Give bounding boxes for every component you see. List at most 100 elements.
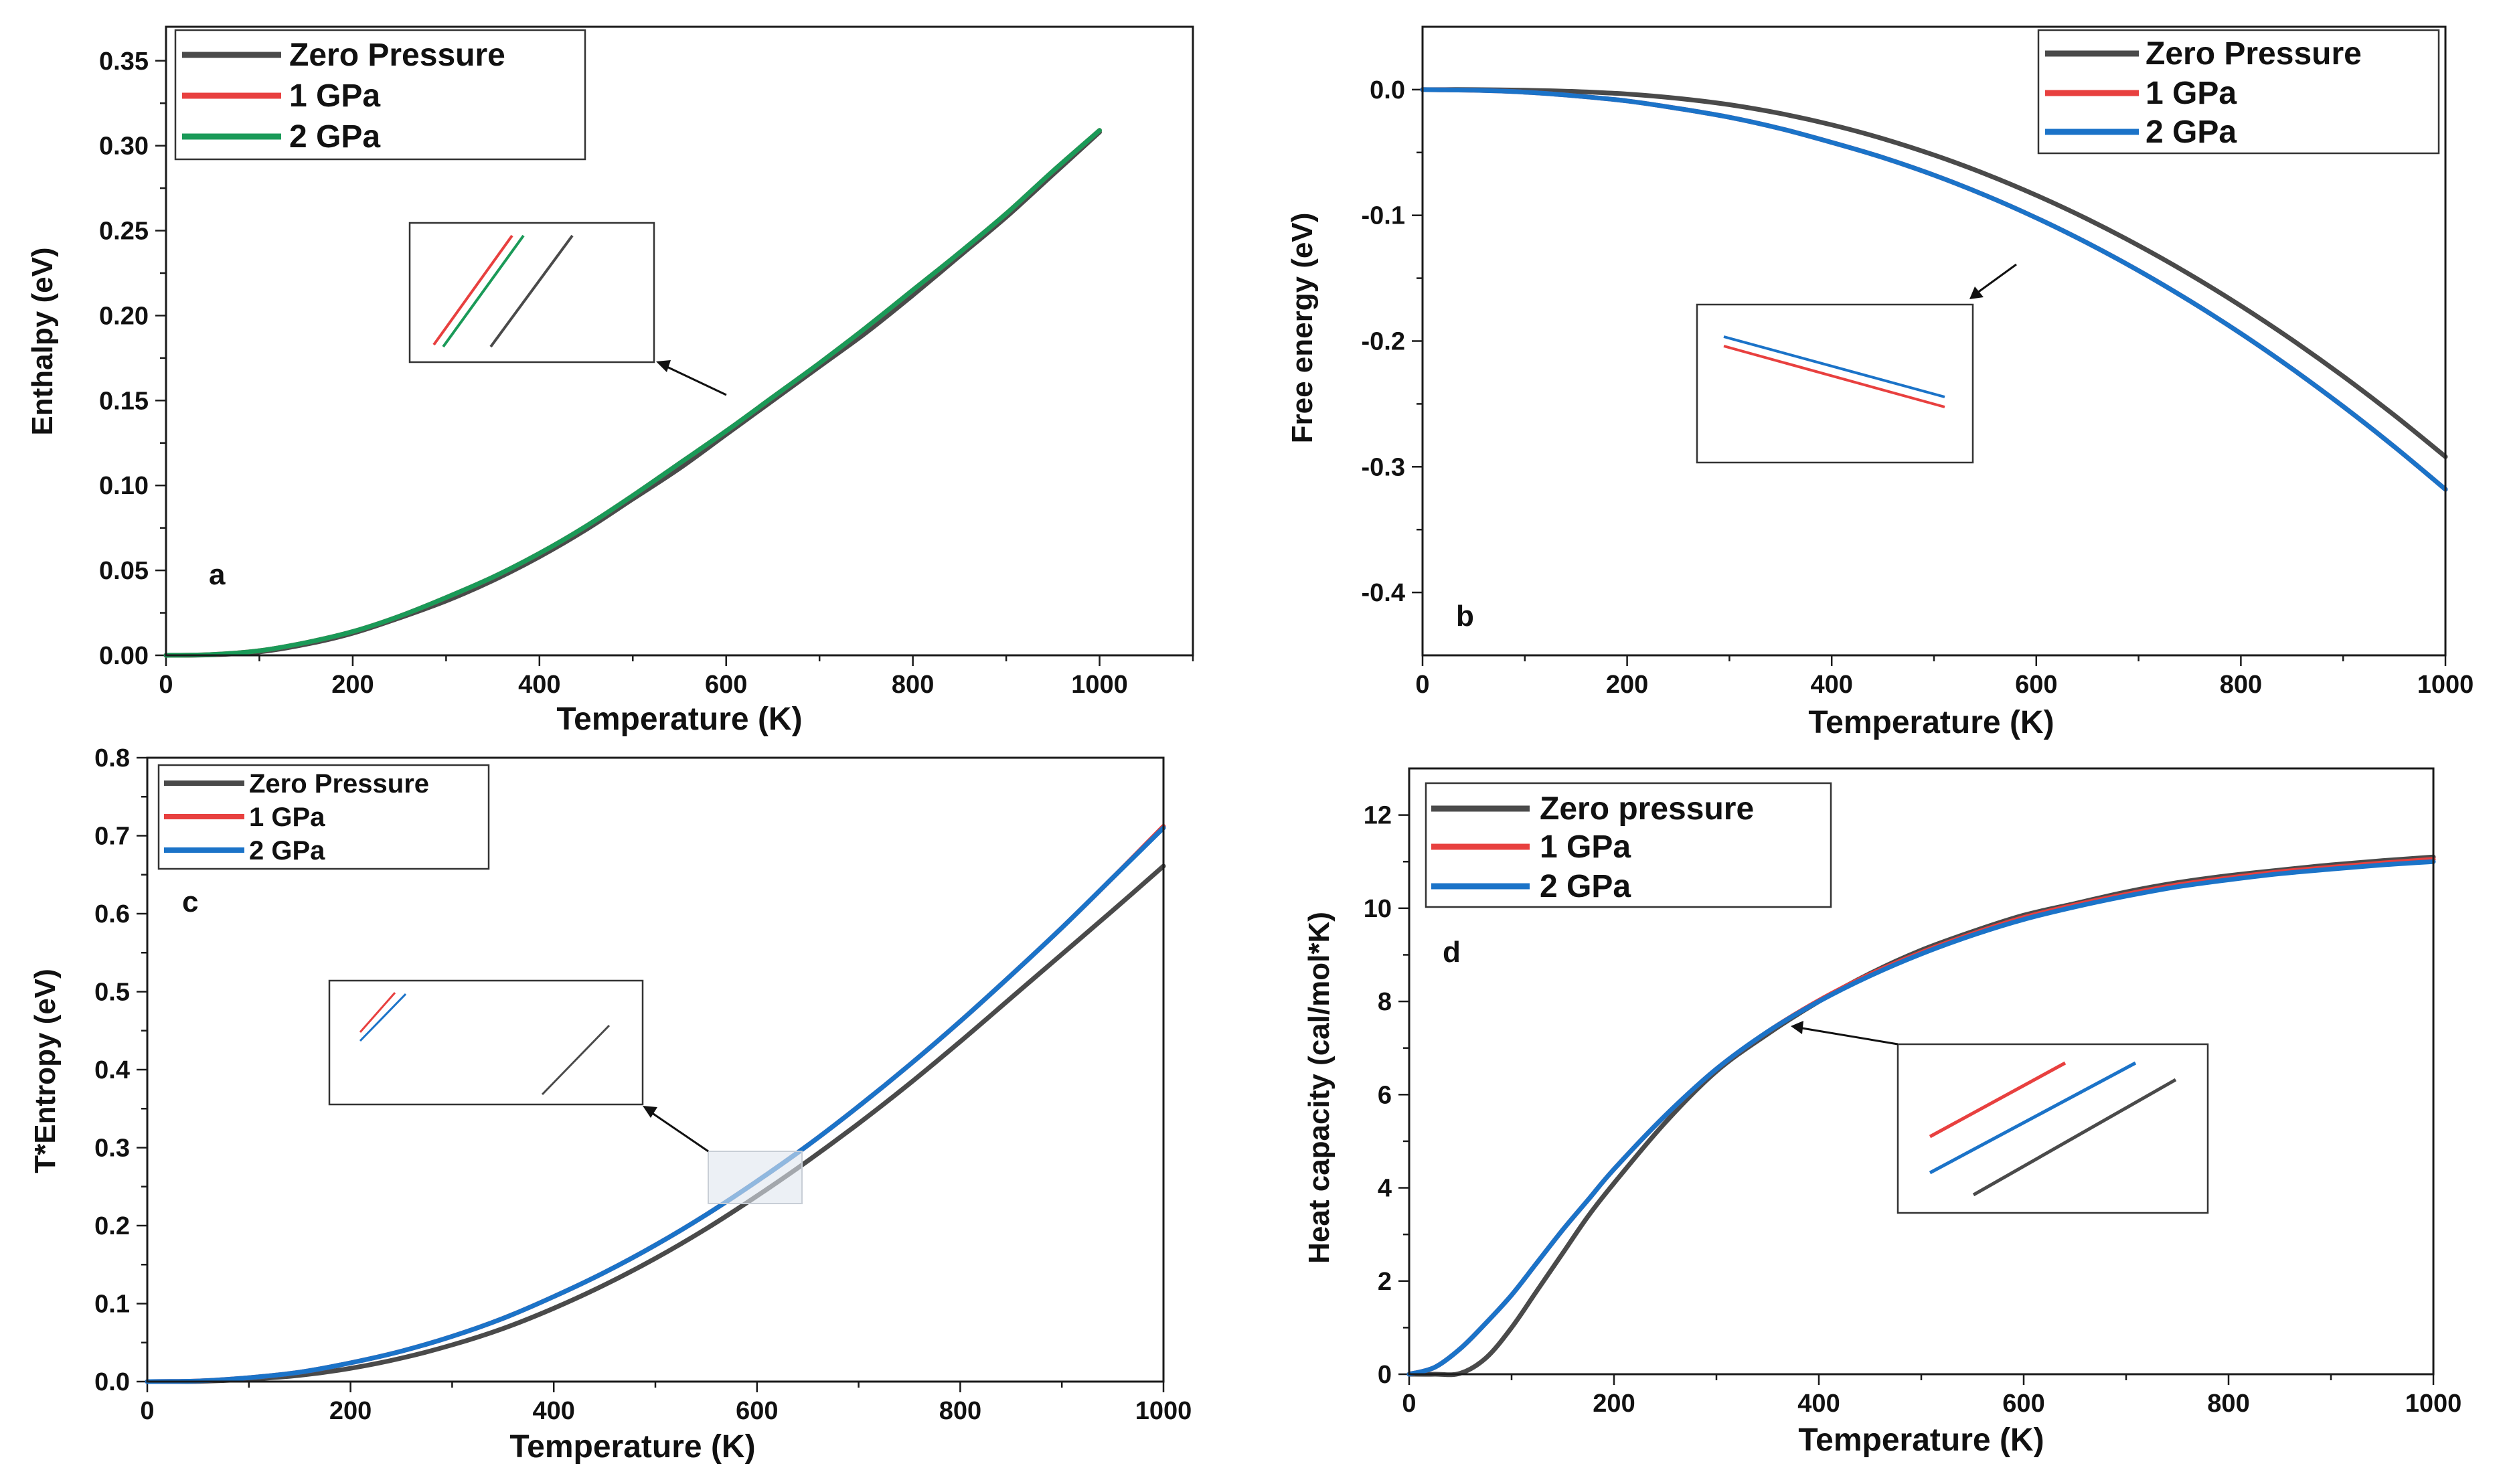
x-tick-label: 400 [518, 671, 560, 699]
inset-line-zero [1972, 1078, 2177, 1197]
y-tick-label: -0.3 [1362, 453, 1405, 481]
legend-label-2gpa: 2 GPa [289, 119, 380, 155]
y-tick-label: 0.0 [94, 1368, 130, 1396]
series-line-2-gpa [1406, 859, 2436, 1377]
panel-c-inset-arrow [649, 1110, 709, 1153]
panel-d-ylabel: Heat capacity (cal/mol*K) [1303, 912, 1336, 1264]
x-tick-label: 800 [2207, 1390, 2249, 1418]
y-tick-label: 0.30 [99, 133, 149, 161]
legend-label-zero: Zero Pressure [289, 37, 505, 73]
x-tick-label: 600 [705, 671, 747, 699]
series-line-zero-pressure [145, 863, 1166, 1384]
y-tick-label: 12 [1364, 802, 1392, 830]
x-tick-label: 0 [1415, 671, 1429, 699]
y-tick-label: -0.2 [1362, 328, 1405, 356]
y-tick-label: 10 [1364, 895, 1392, 923]
y-tick-label: 2 [1378, 1268, 1392, 1296]
y-tick-label: 6 [1378, 1081, 1392, 1109]
panel-d-xlabel: Temperature (K) [1798, 1422, 2044, 1458]
inset-line-2gpa [1723, 335, 1945, 398]
inset-line-1gpa [1723, 345, 1945, 408]
panel-b-frame [1421, 25, 2447, 657]
series-line-2-gpa [145, 825, 1166, 1384]
series-line-zero-pressure [1420, 87, 2448, 459]
panel-a-label: a [209, 558, 226, 591]
y-tick-label: 0.3 [94, 1135, 130, 1163]
x-tick-label: 0 [140, 1397, 154, 1425]
x-tick-label: 200 [1606, 671, 1648, 699]
x-tick-label: 600 [2002, 1390, 2044, 1418]
series-line-2-gpa [163, 128, 1102, 658]
panel-c-xlabel: Temperature (K) [509, 1429, 755, 1465]
panel-b-ticks: 0 200 400 600 800 1000 0.0 -0.1 -0.2 -0.3 -0.4 [1362, 76, 2474, 699]
y-tick-label: 0.15 [99, 387, 149, 415]
panel-d-ticks: 0 200 400 600 800 1000 0 2 4 6 8 10 12 [1364, 802, 2462, 1418]
inset-line-1gpa [432, 234, 513, 346]
series-line-zero-pressure [163, 129, 1102, 658]
panel-b-series [1420, 87, 2448, 492]
x-tick-label: 600 [2015, 671, 2057, 699]
y-tick-label: 8 [1378, 988, 1392, 1016]
y-tick-label: 0.2 [94, 1212, 130, 1240]
legend-label-zero: Zero Pressure [249, 769, 429, 799]
x-tick-label: 200 [329, 1397, 372, 1425]
legend-label-zero: Zero Pressure [2146, 36, 2362, 72]
x-tick-label: 1000 [1135, 1397, 1192, 1425]
y-tick-label: 4 [1378, 1175, 1392, 1203]
panel-b-label: b [1456, 600, 1474, 633]
legend-label-2gpa: 2 GPa [2146, 114, 2237, 150]
series-line-1-gpa [163, 128, 1102, 658]
panel-a-frame [165, 25, 1194, 657]
y-tick-label: -0.4 [1362, 579, 1405, 607]
panel-d-series [1406, 854, 2436, 1378]
panel-d-inset-arrow [1797, 1026, 1899, 1046]
inset-line-zero [489, 234, 574, 348]
panel-d-frame [1408, 767, 2435, 1376]
panel-b-inset-arrow [1974, 263, 2017, 296]
panel-c-legend: Zero Pressure 1 GPa 2 GPa [157, 764, 490, 870]
y-tick-label: 0.4 [94, 1056, 130, 1084]
x-tick-label: 400 [532, 1397, 574, 1425]
y-tick-label: 0.05 [99, 557, 149, 585]
series-line-2-gpa [1420, 87, 2448, 492]
panel-b-inset-box [1696, 303, 1974, 464]
y-tick-label: 0.5 [94, 979, 130, 1007]
y-tick-label: 0.20 [99, 302, 149, 330]
legend-label-1gpa: 1 GPa [249, 803, 325, 832]
x-tick-label: 600 [736, 1397, 778, 1425]
x-tick-label: 1000 [2417, 671, 2474, 699]
y-tick-label: 0.00 [99, 642, 149, 670]
panel-d-label: d [1443, 936, 1461, 969]
y-tick-label: 0.1 [94, 1291, 130, 1319]
y-tick-label: 0.7 [94, 823, 130, 851]
x-tick-label: 0 [159, 671, 173, 699]
panel-d-arrowhead [1791, 1021, 1803, 1034]
x-tick-label: 400 [1797, 1390, 1840, 1418]
panel-c-ylabel: T*Entropy (eV) [29, 969, 62, 1173]
x-tick-label: 800 [939, 1397, 981, 1425]
panel-d-inset [1791, 1021, 2209, 1214]
panel-a-ticks: 0 200 400 600 800 1000 0.00 0.05 0.10 0.15 0.20 0.2… [99, 48, 1194, 699]
panel-c-frame [146, 756, 1165, 1383]
panel-a-legend: Zero Pressure 1 GPa 2 GPa [174, 29, 586, 161]
panel-b-ylabel: Free energy (eV) [1286, 213, 1319, 444]
legend-label-2gpa: 2 GPa [1540, 869, 1631, 904]
panel-b-arrowhead [1969, 286, 1984, 299]
panel-b-inset [1696, 263, 2017, 464]
legend-label-2gpa: 2 GPa [249, 836, 325, 865]
x-tick-label: 200 [331, 671, 374, 699]
panel-a-inset [408, 222, 727, 396]
panel-c-inset [328, 979, 803, 1204]
y-tick-label: -0.1 [1362, 202, 1405, 230]
panel-a-ylabel: Enthalpy (eV) [26, 247, 59, 435]
panel-c-arrowhead [643, 1106, 657, 1118]
y-tick-label: 0 [1378, 1361, 1392, 1389]
inset-line-2gpa [1929, 1061, 2137, 1175]
x-tick-label: 1000 [2405, 1390, 2462, 1418]
inset-line-2gpa [359, 993, 407, 1042]
y-tick-label: 0.8 [94, 744, 130, 772]
panel-c-series [145, 824, 1166, 1384]
inset-line-zero [541, 1024, 611, 1096]
inset-line-1gpa [359, 992, 396, 1033]
